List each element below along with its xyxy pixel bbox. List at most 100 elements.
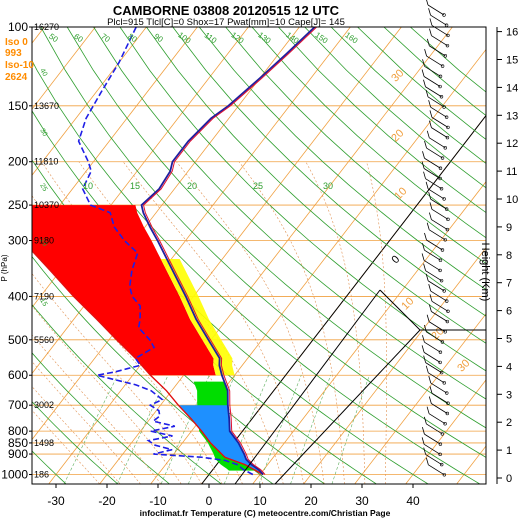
dry-adiabat-label: 160 <box>343 30 360 45</box>
wind-barb-station <box>440 64 445 68</box>
wind-barb <box>429 137 446 149</box>
y-tick-label: 150 <box>8 99 28 113</box>
wind-barb <box>424 157 441 169</box>
wind-barb <box>431 403 448 414</box>
y-tick-label: 400 <box>8 289 28 303</box>
mixing-ratio-label: 25 <box>253 181 263 191</box>
saturated-adiabat <box>32 360 141 484</box>
wind-barb-flag <box>425 273 429 281</box>
saturated-adiabat-label: 40 <box>38 68 48 78</box>
wind-barb <box>427 188 445 200</box>
negative-area-red <box>32 205 216 376</box>
isotherm-label: 30 <box>455 357 472 374</box>
wind-barb <box>427 4 445 16</box>
wind-barb-flag <box>428 192 432 200</box>
isotherm-line <box>48 27 402 484</box>
wind-barb <box>426 239 443 251</box>
dry-adiabat <box>32 59 481 484</box>
geopotential-label: 11810 <box>34 157 58 167</box>
wind-barb <box>424 65 441 77</box>
wind-barb-station <box>440 248 445 252</box>
saturated-adiabat-label: 30 <box>38 128 48 138</box>
dry-adiabat-label: 100 <box>176 30 193 45</box>
dry-adiabat <box>225 27 486 264</box>
wind-barb-flag <box>426 222 430 230</box>
dry-adiabat <box>40 27 486 458</box>
wind-barb-flag <box>426 130 430 138</box>
wind-barb <box>423 444 441 455</box>
saturated-adiabat <box>366 161 387 484</box>
wind-barb <box>423 352 441 363</box>
wind-barb-station <box>438 84 442 89</box>
wind-barb-station <box>439 95 444 99</box>
wind-barb-flag <box>428 212 432 220</box>
wind-barb <box>431 35 448 46</box>
wind-barb-flag <box>425 89 429 98</box>
y-tick-label: 200 <box>8 155 28 169</box>
wind-barb-station <box>443 238 447 242</box>
saturated-adiabat-label: 25 <box>38 183 48 193</box>
mixing-ratio-line <box>63 375 118 484</box>
freezing-info-2: 993 <box>5 48 22 59</box>
dry-adiabat-label: 120 <box>229 30 246 45</box>
dry-adiabat <box>278 27 486 214</box>
isotherm-line <box>32 27 198 242</box>
wind-barb <box>425 362 442 373</box>
isotherm-zero-line <box>201 114 486 484</box>
reference-line <box>234 289 381 485</box>
wind-barb-station <box>443 146 447 150</box>
isotherm-label: 10 <box>399 295 416 312</box>
wind-barb-flag <box>428 304 432 312</box>
wind-barb <box>427 280 445 292</box>
x-tick-label: 0 <box>206 494 213 508</box>
wind-barb-flag <box>426 314 430 322</box>
wind-barb-flag <box>421 437 425 445</box>
geopotential-label: 7190 <box>34 291 54 301</box>
wind-barb-flag <box>425 365 429 373</box>
wind-barb-flag <box>421 161 425 169</box>
saturated-adiabat-label: 15 <box>38 298 48 308</box>
wind-barb-station <box>438 268 442 273</box>
height-tick-label: 6 <box>506 306 512 318</box>
wind-barb-flag <box>422 59 425 67</box>
freezing-info-4: 2624 <box>5 72 28 83</box>
wind-barb-station <box>442 289 446 293</box>
wind-barb <box>424 341 441 353</box>
wind-barb <box>429 45 446 57</box>
mixing-ratio-line <box>290 375 331 484</box>
wind-barb <box>425 86 442 98</box>
chart-title: CAMBORNE 03808 20120515 12 UTC <box>113 3 340 18</box>
geopotential-label: 13670 <box>34 101 59 111</box>
y-tick-label: 600 <box>8 368 28 382</box>
wind-barb-station <box>440 156 445 160</box>
wind-barb-station <box>444 115 449 119</box>
wind-barbs <box>421 0 450 477</box>
wind-barb-flag <box>422 151 425 159</box>
wind-barb <box>431 311 448 322</box>
wind-barb-station <box>444 23 449 27</box>
saturated-adiabat-label: 20 <box>38 238 48 248</box>
height-tick-label: 16 <box>506 27 518 39</box>
height-tick-label: 2 <box>506 417 512 429</box>
dry-adiabat <box>383 27 486 116</box>
x-tick-label: -20 <box>98 494 116 508</box>
wind-barb-flag <box>423 355 427 363</box>
height-tick-label: 4 <box>506 361 512 373</box>
wind-barb-flag <box>422 243 425 251</box>
wind-barb <box>428 464 445 476</box>
y-axis-label: P (hPa) <box>0 254 9 281</box>
wind-barb <box>431 392 449 404</box>
height-tick-label: 15 <box>506 55 518 67</box>
wind-barb-flag <box>429 386 433 394</box>
wind-barb-station <box>446 309 450 314</box>
dry-adiabat <box>32 352 170 484</box>
wind-barb-station <box>446 217 450 222</box>
wind-barb <box>424 433 441 445</box>
geopotential-label: 16270 <box>34 22 59 32</box>
saturated-adiabat <box>238 161 345 484</box>
wind-barb-flag <box>423 447 427 455</box>
y-tick-label: 700 <box>8 398 28 412</box>
wind-barb <box>431 117 449 128</box>
